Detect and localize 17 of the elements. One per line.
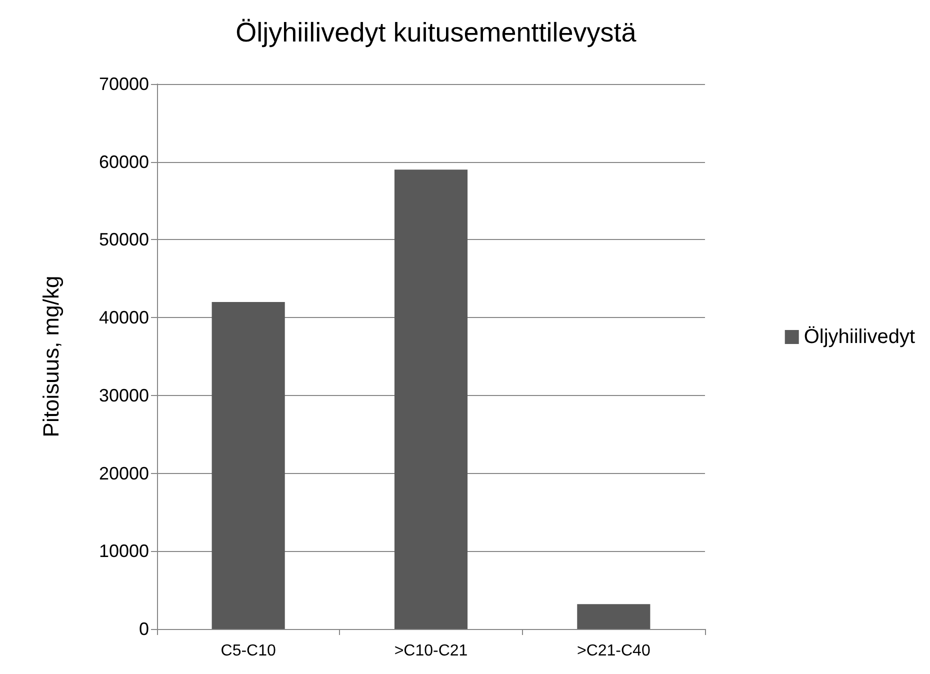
y-tick-label: 20000 [98,463,149,484]
y-tick-label: 70000 [98,74,149,94]
x-tick-label: >C10-C21 [394,642,468,660]
legend-label: Öljyhiilivedyt [804,326,916,348]
x-tick-label: C5-C10 [220,642,276,660]
y-tick-label: 0 [138,619,149,639]
y-tick-label: 40000 [98,308,149,328]
y-tick-label: 50000 [98,230,149,250]
x-tick-label: >C21-C40 [576,642,650,660]
y-tick-label: 60000 [98,152,149,172]
bar [394,170,468,629]
y-axis-title: Pitoisuus, mg/kg [38,276,64,438]
bar [577,604,650,629]
chart-title: Öljyhiilivedyt kuitusementtilevystä [236,18,638,48]
y-tick-label: 10000 [98,541,149,562]
y-tick-label: 30000 [98,385,149,406]
bar [212,302,285,629]
